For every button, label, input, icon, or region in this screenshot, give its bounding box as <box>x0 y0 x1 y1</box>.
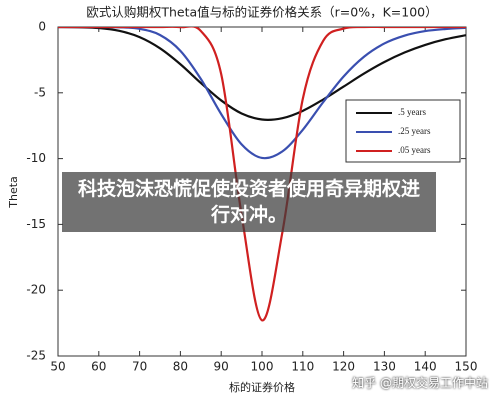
x-tick-label: 150 <box>455 360 478 374</box>
x-tick-label: 50 <box>50 360 65 374</box>
x-tick-label: 140 <box>414 360 437 374</box>
y-tick-label: 0 <box>38 20 46 34</box>
y-tick-label: -15 <box>26 217 46 231</box>
x-axis-label: 标的证券价格 <box>229 380 295 394</box>
y-tick-label: -20 <box>26 283 46 297</box>
x-tick-label: 80 <box>173 360 188 374</box>
x-tick-label: 70 <box>132 360 147 374</box>
chart-title: 欧式认购期权Theta值与标的证券价格关系（r=0%，K=100） <box>86 5 437 20</box>
legend-label: .25 years <box>398 126 431 136</box>
x-tick-label: 110 <box>291 360 314 374</box>
watermark: 知乎 @期权交易工作中站 <box>352 376 488 390</box>
y-tick-label: -10 <box>26 151 46 165</box>
x-tick-label: 100 <box>251 360 274 374</box>
y-tick-label: -25 <box>26 349 46 363</box>
x-tick-label: 90 <box>214 360 229 374</box>
series-line <box>58 27 466 322</box>
x-tick-label: 60 <box>91 360 106 374</box>
legend-label: .05 years <box>398 145 431 155</box>
y-tick-label: -5 <box>34 85 46 99</box>
series-line <box>58 27 466 121</box>
legend-label: .5 years <box>398 107 426 117</box>
x-tick-label: 130 <box>373 360 396 374</box>
x-tick-label: 120 <box>332 360 355 374</box>
caption-overlay: 科技泡沫恐慌促使投资者使用奇异期权进行对冲。 <box>62 172 436 232</box>
y-axis-label: Theta <box>7 176 20 209</box>
